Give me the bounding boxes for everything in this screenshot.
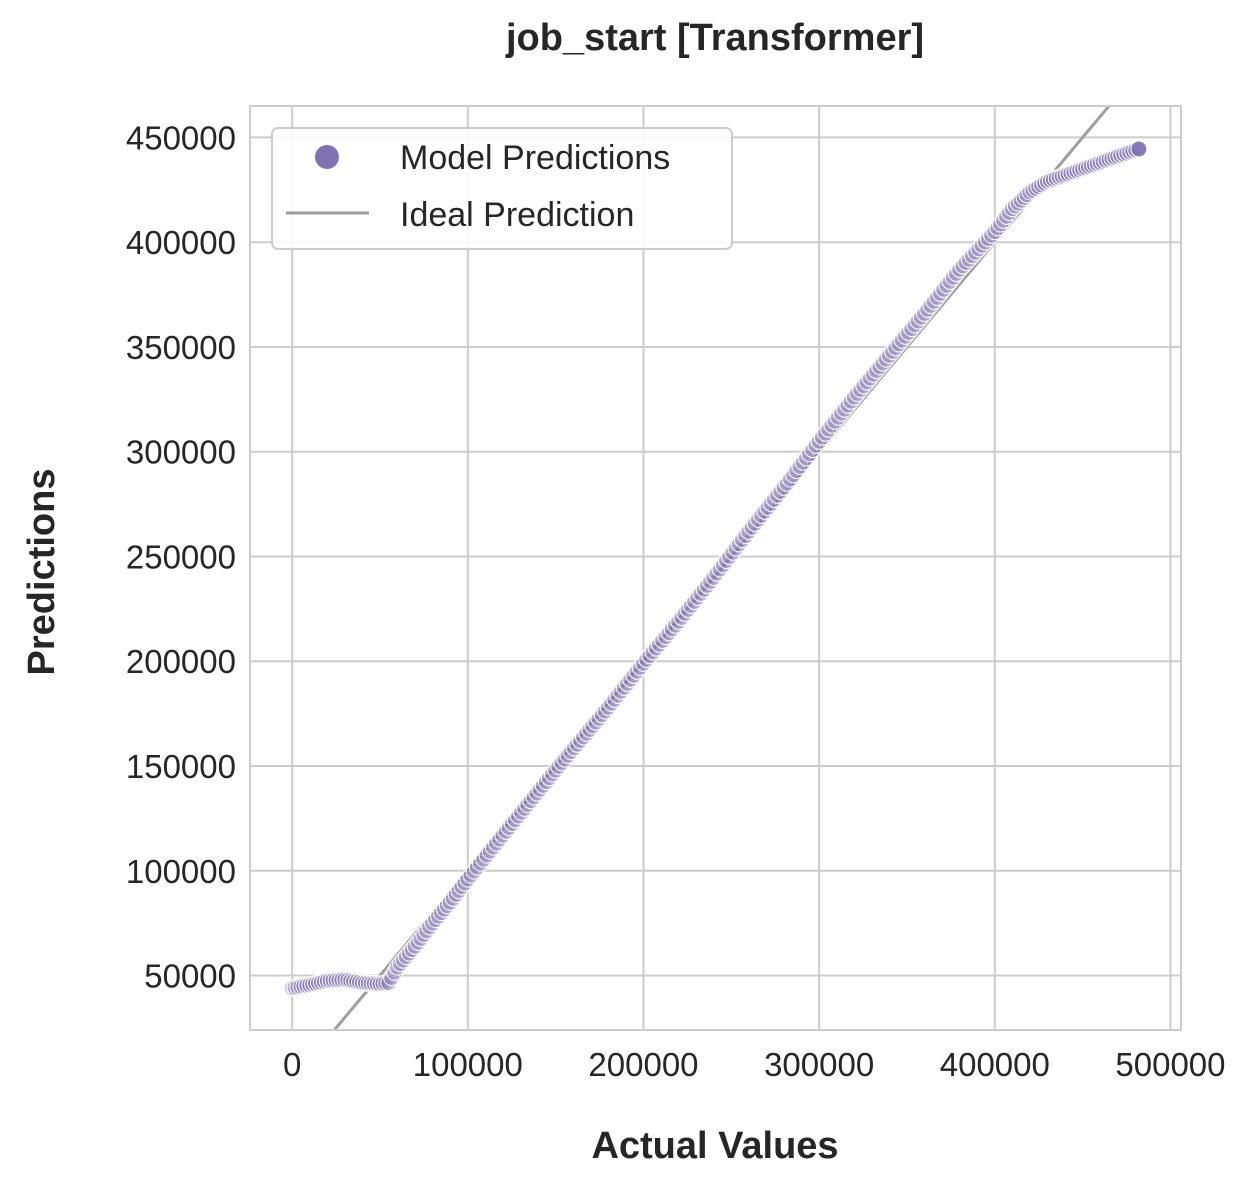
y-tick-label: 300000	[126, 434, 236, 471]
legend-label-model-predictions: Model Predictions	[400, 139, 670, 177]
points-layer	[283, 140, 1148, 997]
x-tick-label: 0	[283, 1046, 301, 1083]
prediction-point	[383, 969, 401, 987]
prediction-point	[386, 963, 404, 981]
prediction-point	[983, 226, 1001, 244]
chart-title: job_start [Transformer]	[505, 17, 924, 59]
y-axis-title: Predictions	[21, 469, 63, 676]
x-tick-label: 500000	[1115, 1046, 1225, 1083]
legend-box	[271, 127, 733, 250]
x-tick-label: 300000	[764, 1046, 874, 1083]
y-tick-label: 400000	[126, 224, 236, 261]
legend-marker-model-predictions	[315, 145, 339, 169]
y-tick-labels: 50000 100000 150000 200000 250000 300000 35000…	[126, 119, 236, 994]
x-tick-labels: 0 100000 200000 300000 400000 500000	[283, 1046, 1226, 1083]
y-tick-label: 150000	[126, 748, 236, 785]
legend: Model Predictions Ideal Prediction	[271, 127, 733, 250]
y-tick-label: 250000	[126, 538, 236, 575]
x-tick-label: 400000	[940, 1046, 1050, 1083]
y-tick-label: 100000	[126, 853, 236, 890]
prediction-point	[1018, 186, 1036, 204]
x-axis-title: Actual Values	[591, 1125, 838, 1167]
y-tick-label: 200000	[126, 643, 236, 680]
y-tick-label: 450000	[126, 119, 236, 156]
x-tick-label: 200000	[588, 1046, 698, 1083]
prediction-point	[380, 974, 398, 992]
x-tick-label: 100000	[413, 1046, 523, 1083]
prediction-point	[979, 230, 997, 248]
plot-frame	[249, 105, 1182, 1031]
prediction-point	[1130, 140, 1148, 158]
legend-label-ideal-prediction: Ideal Prediction	[400, 196, 634, 234]
y-tick-label: 350000	[126, 329, 236, 366]
y-tick-label: 50000	[144, 958, 236, 995]
